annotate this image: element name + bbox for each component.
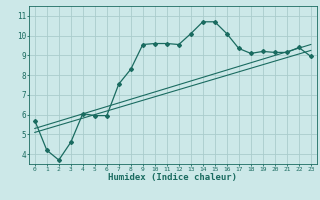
X-axis label: Humidex (Indice chaleur): Humidex (Indice chaleur) — [108, 173, 237, 182]
